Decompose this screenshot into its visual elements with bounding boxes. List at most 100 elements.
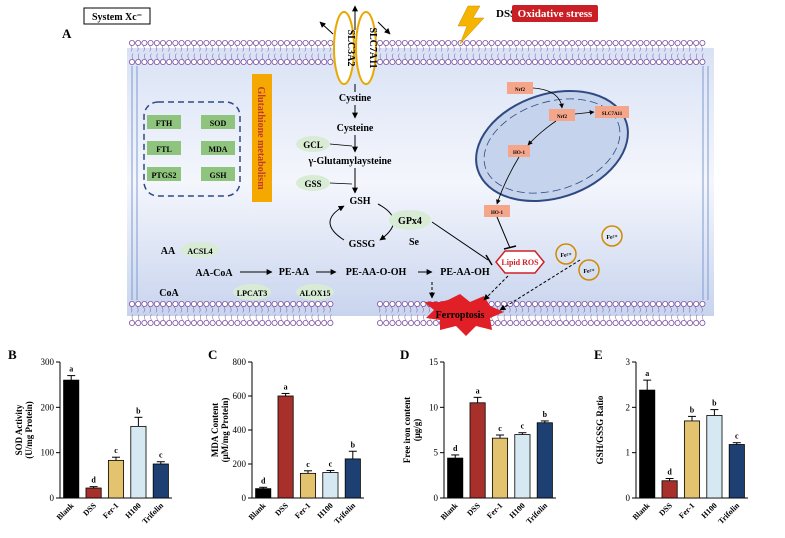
lipid-tail [503, 314, 506, 321]
significance-letter: b [543, 410, 548, 419]
lipid-head [656, 59, 663, 66]
bar [491, 437, 509, 499]
lipid-tail [477, 45, 480, 52]
lipid-head [308, 300, 315, 307]
lipid-tail [206, 53, 208, 60]
lipid-head [147, 59, 154, 66]
lipid-head [302, 319, 309, 326]
lipid-tail [167, 306, 170, 313]
lipid-head [209, 300, 216, 307]
lipid-head [308, 319, 315, 326]
lipid-tail [156, 53, 159, 60]
lipid-tail [379, 53, 382, 60]
lipid-tail [310, 306, 313, 313]
lipid-head [569, 319, 576, 326]
lipid-head [178, 59, 185, 66]
lipid-tail [621, 314, 624, 321]
lipid-tail [242, 306, 244, 313]
significance-letter: a [284, 382, 288, 391]
lipid-head [197, 300, 204, 307]
x-tick-label: Fer-1 [485, 501, 504, 520]
lipid-head [314, 319, 321, 326]
lipid-tail [198, 306, 201, 313]
lipid-head [606, 59, 613, 66]
lipid-tail [546, 45, 548, 52]
lipid-tail [285, 45, 288, 52]
lipid-tail [558, 45, 561, 52]
lipid-tail [162, 314, 165, 321]
lipid-tail [385, 314, 388, 321]
lipid-tail [212, 314, 214, 321]
lipid-tail [615, 53, 617, 60]
alox15-label: ALOX15 [299, 289, 330, 298]
metabolite-tag-label: PTGS2 [152, 171, 177, 180]
lipid-head [190, 59, 197, 66]
lipid-tail [528, 53, 531, 60]
lipid-head [184, 40, 191, 47]
lipid-head [135, 319, 142, 326]
x-tick-label: Blank [439, 501, 460, 522]
lipid-tail [378, 45, 381, 52]
y-tick-label: 600 [233, 391, 247, 401]
lipid-head [606, 319, 613, 326]
y-tick-label: 15 [429, 357, 439, 367]
iron-label: Fe²⁺ [560, 252, 571, 259]
lipid-tail [652, 53, 655, 60]
lipid-head [649, 300, 656, 307]
lipid-tail [578, 53, 580, 60]
lipid-tail [509, 53, 512, 60]
lipid-tail [558, 306, 561, 313]
lipid-head [507, 319, 514, 326]
significance-letter: a [69, 365, 73, 374]
lipid-head [563, 319, 570, 326]
slc7a11-mito-label: SLC7A11 [602, 112, 623, 117]
lipid-tail [677, 314, 679, 321]
lipid-head [600, 59, 607, 66]
lipid-tail [689, 314, 692, 321]
lipid-tail [267, 45, 269, 52]
lipid-tail [378, 306, 381, 313]
lipid-head [407, 319, 414, 326]
lipid-head [414, 300, 421, 307]
lipid-head [296, 40, 303, 47]
lipid-head [234, 40, 241, 47]
lipid-head [178, 40, 185, 47]
lipid-tail [218, 314, 221, 321]
lipid-tail [694, 306, 697, 313]
lipid-head [135, 40, 142, 47]
lipid-head [321, 300, 328, 307]
lipid-head [215, 59, 222, 66]
lipid-tail [292, 314, 295, 321]
lipid-tail [515, 306, 517, 313]
lipid-head [327, 59, 334, 66]
lipid-head [525, 300, 532, 307]
x-tick-label: H100 [508, 501, 527, 520]
lipid-head [674, 300, 681, 307]
lipid-head [234, 300, 241, 307]
lipid-tail [316, 45, 319, 52]
lipid-tail [409, 306, 412, 313]
lipid-tail [317, 53, 320, 60]
lipid-tail [702, 314, 704, 321]
lipid-head [662, 40, 669, 47]
lipid-head [383, 40, 390, 47]
lipid-tail [565, 314, 568, 321]
lightning-icon [457, 5, 485, 45]
lipid-head [327, 300, 334, 307]
lipid-tail [403, 45, 406, 52]
lipid-head [587, 59, 594, 66]
lipid-head [178, 300, 185, 307]
metabolite-box [143, 101, 241, 197]
lipid-head [414, 319, 421, 326]
y-tick-label: 3 [626, 357, 631, 367]
lipid-head [383, 59, 390, 66]
lipid-head [594, 319, 601, 326]
lipid-head [265, 300, 272, 307]
lipid-head [246, 319, 253, 326]
lipid-head [376, 300, 383, 307]
lipid-tail [663, 306, 666, 313]
x-tick-label: Fer-1 [101, 501, 120, 520]
lipid-tail [453, 45, 455, 52]
lipid-tail [645, 45, 647, 52]
